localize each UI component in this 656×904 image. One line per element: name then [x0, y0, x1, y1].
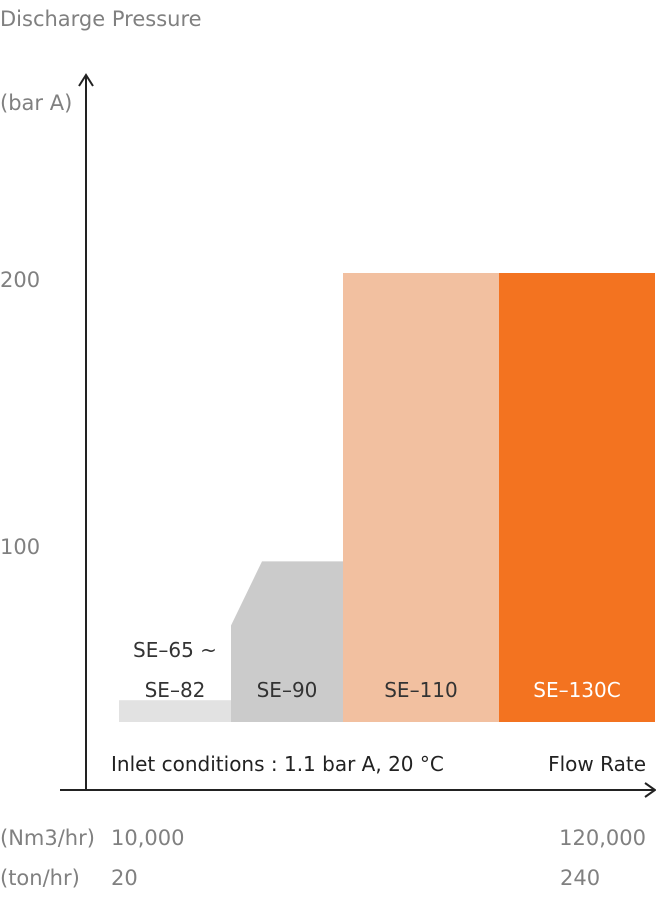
inlet-conditions-note: Inlet conditions : 1.1 bar A, 20 °C — [111, 752, 444, 776]
bar-2 — [231, 561, 343, 722]
bar-label-4: SE–130C — [533, 678, 620, 702]
x-axis-arrow — [644, 782, 656, 798]
x-scale-max-ton: 240 — [560, 866, 600, 890]
bar-label-1-line-1: SE–65 ~ — [133, 638, 217, 662]
x-scale-unit-nm3: (Nm3/hr) — [0, 826, 95, 850]
bar-label-1-line-2: SE–82 — [145, 678, 206, 702]
x-scale-min-ton: 20 — [111, 866, 138, 890]
bar-3 — [343, 273, 499, 722]
x-scale-min-nm3: 10,000 — [111, 826, 184, 850]
x-axis-label: Flow Rate — [548, 752, 646, 776]
y-axis-arrow — [78, 73, 94, 87]
x-scale-unit-ton: (ton/hr) — [0, 866, 80, 890]
bar-1 — [119, 700, 231, 722]
chart-title: Discharge Pressure — [0, 7, 202, 31]
bar-label-3: SE–110 — [384, 678, 458, 702]
y-tick-label-200: 200 — [0, 268, 40, 292]
bars-group: SE–65 ~ SE–82 SE–90 SE–110 SE–130C — [119, 273, 655, 722]
y-axis-label: (bar A) — [0, 91, 72, 115]
y-tick-label-100: 100 — [0, 535, 40, 559]
bar-label-2: SE–90 — [257, 678, 318, 702]
x-scale-max-nm3: 120,000 — [559, 826, 646, 850]
bar-4 — [499, 273, 655, 722]
